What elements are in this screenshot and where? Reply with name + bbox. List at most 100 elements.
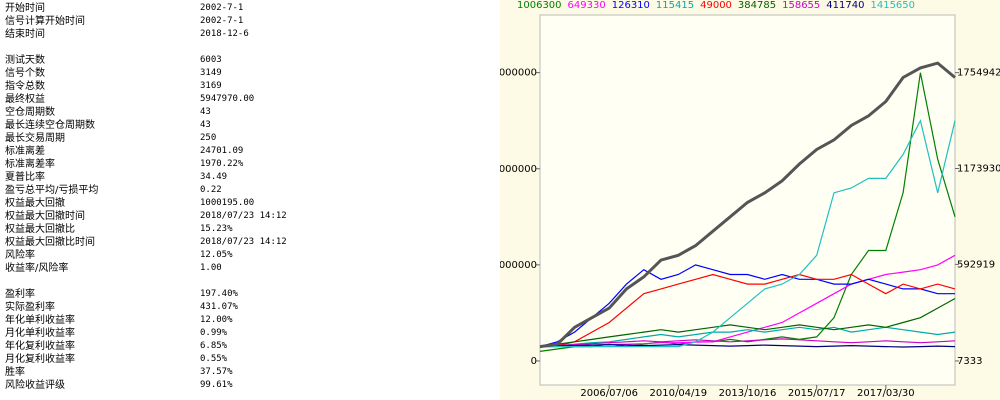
stat-label: 夏普比率 <box>5 172 45 183</box>
y-tick-label: 2000000 <box>500 260 537 271</box>
stat-value: 2018-12-6 <box>200 29 249 39</box>
stat-value: 34.49 <box>200 172 228 182</box>
stat-label: 盈利率 <box>5 289 35 300</box>
stats-row: 风险率 12.05% <box>0 249 500 262</box>
stats-row: 权益最大回撤比时间 2018/07/23 14:12 <box>0 236 500 249</box>
legend-entry: 411740 <box>826 0 864 11</box>
legend-entry: 115415 <box>656 0 694 11</box>
stat-value: 2018/07/23 14:12 <box>200 237 287 247</box>
series-line <box>539 338 956 348</box>
stat-label: 权益最大回撤 <box>5 198 65 209</box>
stat-label: 胜率 <box>5 367 25 378</box>
stat-value: 5947970.00 <box>200 94 255 104</box>
stats-row: 实际盈利率 431.07% <box>0 301 500 314</box>
x-tick-label: 2015/07/17 <box>788 388 846 399</box>
stat-label: 年化单利收益率 <box>5 315 75 326</box>
stats-row: 信号计算开始时间 2002-7-1 <box>0 15 500 28</box>
stats-row: 月化单利收益率 0.99% <box>0 327 500 340</box>
stat-value: 3169 <box>200 81 222 91</box>
stat-label: 年化复利收益率 <box>5 341 75 352</box>
stats-table: 开始时间 2002-7-1 信号计算开始时间 2002-7-1 结束时间 2018-12-… <box>0 2 500 392</box>
stats-row: 测试天数 6003 <box>0 54 500 67</box>
stats-row: 权益最大回撤比 15.23% <box>0 223 500 236</box>
stat-label: 月化单利收益率 <box>5 328 75 339</box>
stat-label: 最长连续空仓周期数 <box>5 120 95 131</box>
stat-label: 信号个数 <box>5 68 45 79</box>
stats-row: 信号个数 3149 <box>0 67 500 80</box>
stat-value: 6.85% <box>200 341 228 351</box>
x-tick-label: 2017/03/30 <box>857 388 915 399</box>
stat-value: 24701.09 <box>200 146 244 156</box>
stat-label: 最终权益 <box>5 94 45 105</box>
stat-value: 43 <box>200 120 211 130</box>
stat-value: 431.07% <box>200 302 238 312</box>
stat-label: 最长交易周期 <box>5 133 65 144</box>
stats-row: 空仓周期数 43 <box>0 106 500 119</box>
x-tick-label: 2006/07/06 <box>580 388 638 399</box>
y-tick-label: 6000000 <box>500 68 537 79</box>
series-line <box>539 61 956 349</box>
stat-value: 12.00% <box>200 315 233 325</box>
stats-row: 结束时间 2018-12-6 <box>0 28 500 41</box>
stat-value: 0.55% <box>200 354 228 364</box>
y2-tick-label: 1173930 <box>957 164 1000 175</box>
stat-label: 权益最大回撤时间 <box>5 211 85 222</box>
y2-tick-label: 7333 <box>957 356 982 367</box>
stats-row: 最长交易周期 250 <box>0 132 500 145</box>
stats-row: 权益最大回撤时间 2018/07/23 14:12 <box>0 210 500 223</box>
stats-row: 月化复利收益率 0.55% <box>0 353 500 366</box>
stat-value: 12.05% <box>200 250 233 260</box>
stat-label: 收益率/风险率 <box>5 263 69 274</box>
stat-value: 6003 <box>200 55 222 65</box>
stats-row: 指令总数 3169 <box>0 80 500 93</box>
stat-value: 2002-7-1 <box>200 3 244 13</box>
stats-row: 年化复利收益率 6.85% <box>0 340 500 353</box>
stat-value: 1.00 <box>200 263 222 273</box>
stats-row: 标准离差率 1970.22% <box>0 158 500 171</box>
stat-value: 43 <box>200 107 211 117</box>
chart: 0 2000000 4000000 6000000 7333 592919 1173930 1… <box>500 0 1000 400</box>
series-line <box>539 297 956 348</box>
stat-value: 3149 <box>200 68 222 78</box>
stat-label: 实际盈利率 <box>5 302 55 313</box>
stat-value: 1000195.00 <box>200 198 255 208</box>
legend-entry: 1415650 <box>870 0 915 11</box>
y2-tick-label: 592919 <box>957 259 995 270</box>
stat-value: 15.23% <box>200 224 233 234</box>
legend-entry: 384785 <box>738 0 776 11</box>
stat-value: 99.61% <box>200 380 233 390</box>
plot-area <box>539 14 956 386</box>
series-line <box>539 264 955 348</box>
legend-entry: 126310 <box>612 0 650 11</box>
stats-row: 开始时间 2002-7-1 <box>0 2 500 15</box>
stats-row: 年化单利收益率 12.00% <box>0 314 500 327</box>
stats-row: 风险收益评级 99.61% <box>0 379 500 392</box>
stats-row: 标准离差 24701.09 <box>0 145 500 158</box>
stats-row: 收益率/风险率 1.00 <box>0 262 500 275</box>
stats-row: 最长连续空仓周期数 43 <box>0 119 500 132</box>
x-tick-label: 2013/10/16 <box>719 388 777 399</box>
stat-value: 197.40% <box>200 289 238 299</box>
stat-value: 0.22 <box>200 185 222 195</box>
stats-row: 最终权益 5947970.00 <box>0 93 500 106</box>
stat-value: 2018/07/23 14:12 <box>200 211 287 221</box>
stat-value: 250 <box>200 133 217 143</box>
stat-label: 结束时间 <box>5 29 45 40</box>
stat-label: 标准离差 <box>5 146 45 157</box>
y2-tick-label: 1754942 <box>957 68 1000 79</box>
stat-label: 月化复利收益率 <box>5 354 75 365</box>
legend-entry: 158655 <box>782 0 820 11</box>
series-line <box>540 118 956 348</box>
stat-label: 标准离差率 <box>5 159 55 170</box>
legend-entry: 1006300 <box>517 0 562 11</box>
stat-label: 空仓周期数 <box>5 107 55 118</box>
series-line <box>539 343 956 348</box>
stat-label: 风险率 <box>5 250 35 261</box>
stat-label: 权益最大回撤比时间 <box>5 237 95 248</box>
stat-value: 2002-7-1 <box>200 16 244 26</box>
legend-entry: 649330 <box>568 0 606 11</box>
stat-label: 信号计算开始时间 <box>5 16 85 27</box>
stats-row: 盈利率 197.40% <box>0 288 500 301</box>
stat-label: 风险收益评级 <box>5 380 65 391</box>
